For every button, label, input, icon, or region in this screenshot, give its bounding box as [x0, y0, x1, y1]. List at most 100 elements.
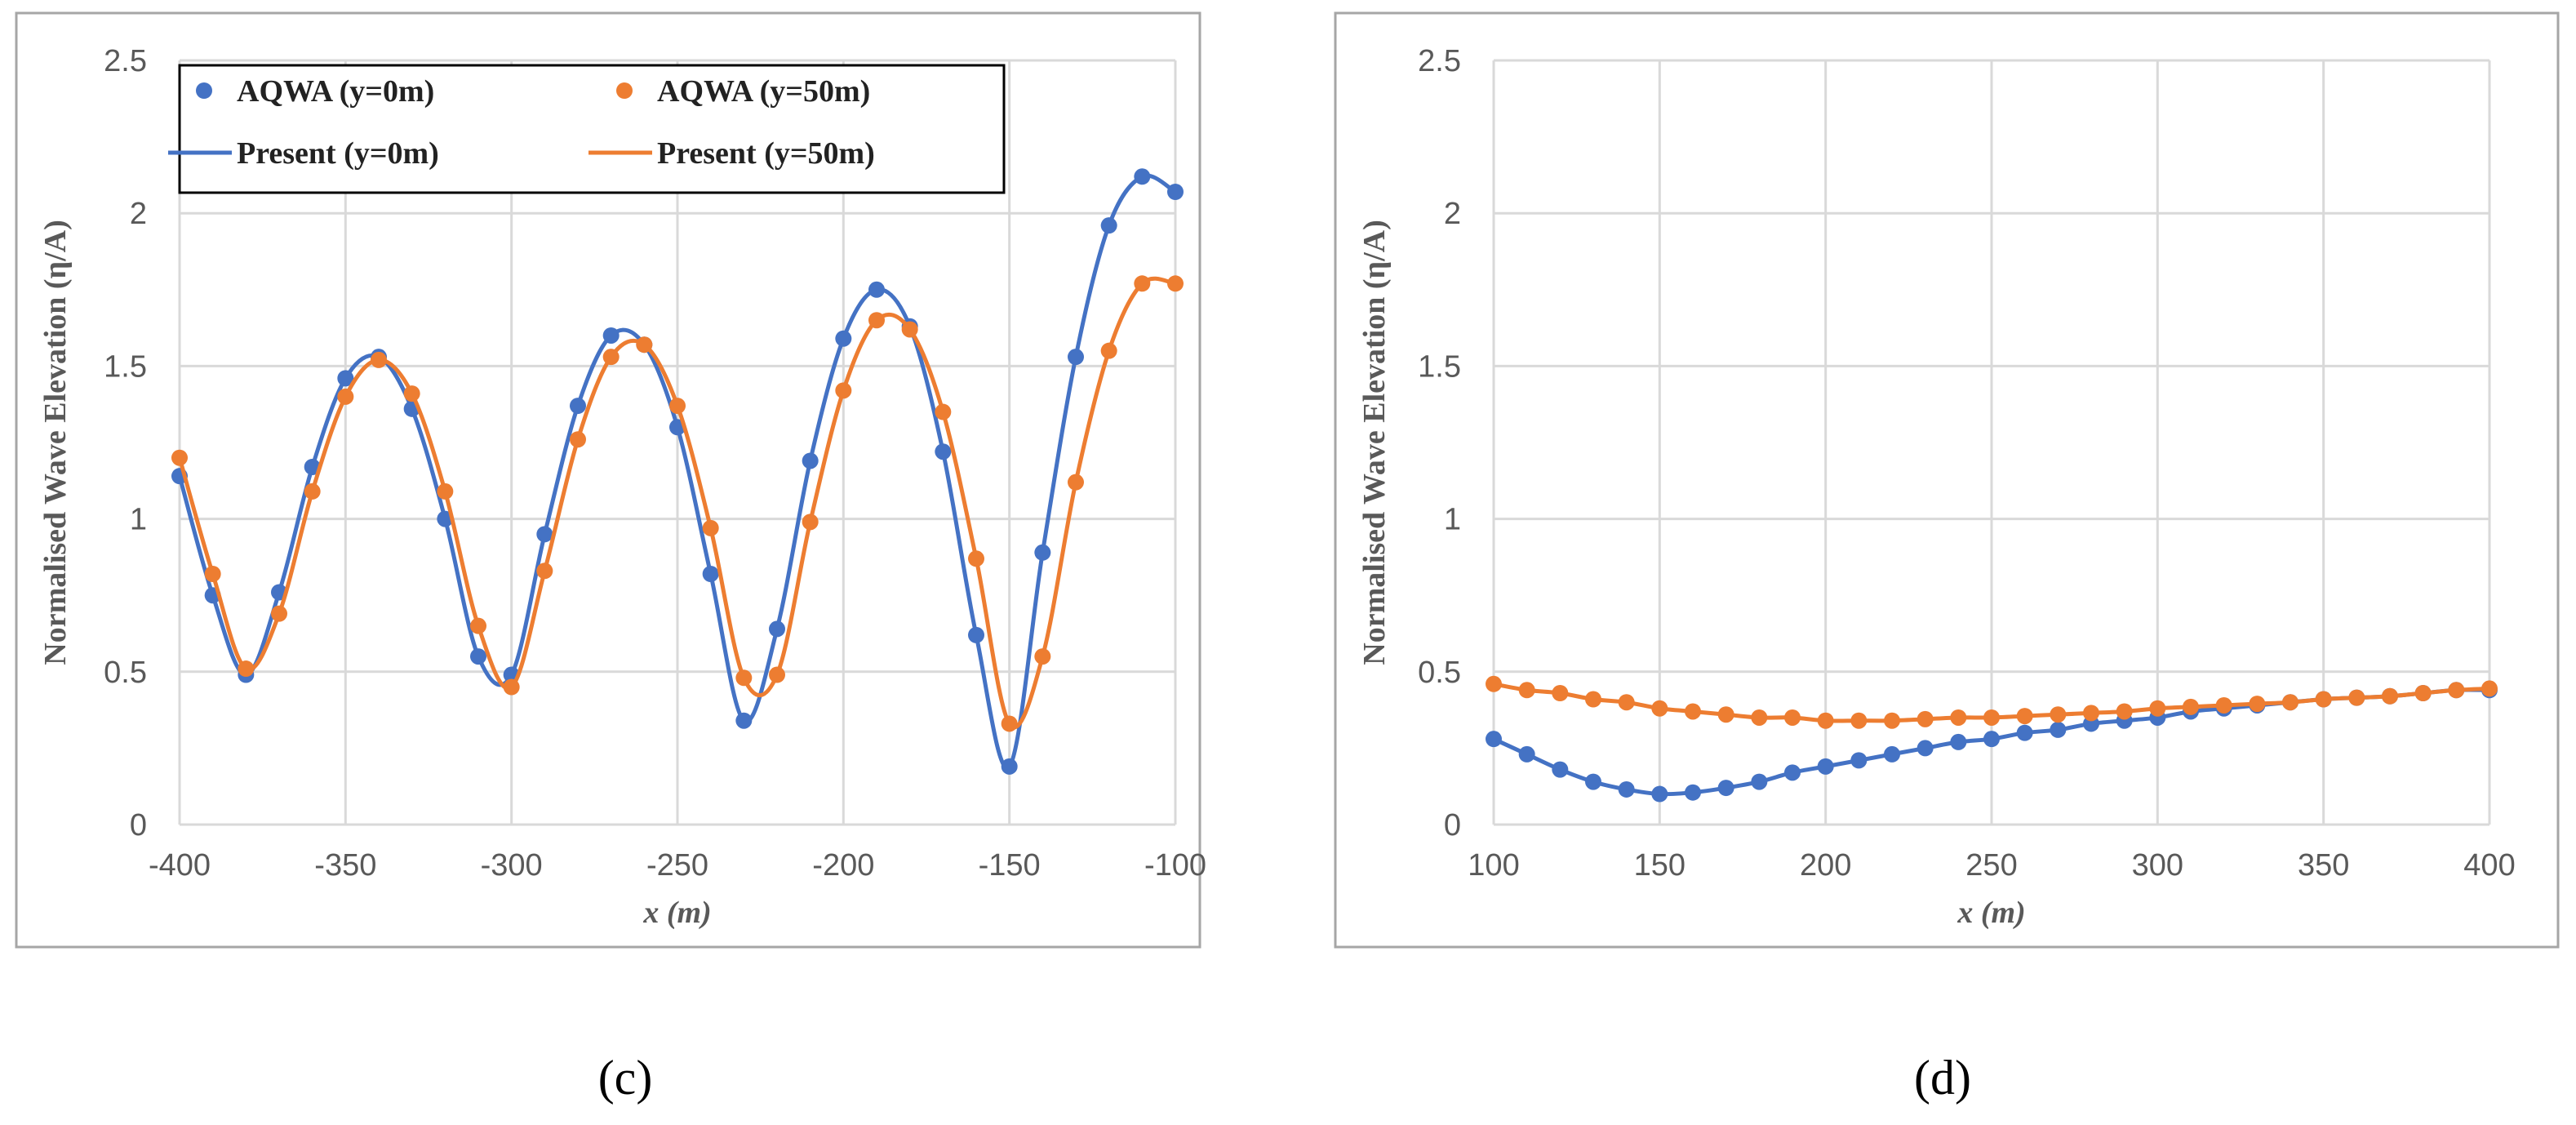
aqwa-point-orange	[2348, 689, 2365, 706]
aqwa-point-orange	[802, 514, 819, 531]
x-axis-label: x (m)	[1956, 896, 2025, 930]
aqwa-point-blue	[1068, 349, 1084, 366]
aqwa-point-orange	[2116, 703, 2133, 720]
legend-marker-blue	[196, 82, 212, 99]
aqwa-point-blue	[1034, 544, 1051, 561]
aqwa-point-blue	[1685, 784, 1701, 801]
legend-label: Present (y=0m)	[237, 136, 439, 171]
y-tick-label: 0.5	[1418, 656, 1461, 690]
aqwa-point-orange	[1850, 712, 1868, 729]
x-axis-label: x (m)	[642, 896, 711, 930]
aqwa-point-blue	[337, 370, 354, 387]
aqwa-point-orange	[1685, 703, 1701, 720]
aqwa-point-orange	[968, 550, 984, 567]
aqwa-point-orange	[2249, 696, 2266, 713]
aqwa-point-orange	[371, 351, 387, 368]
aqwa-point-blue	[1167, 183, 1184, 200]
aqwa-point-blue	[1618, 780, 1635, 798]
aqwa-point-orange	[2382, 687, 2398, 705]
chart-frame	[1334, 11, 2560, 949]
aqwa-point-orange	[602, 349, 620, 366]
chart-d: 100 150 200 250 300 350 400 0 0.5 1 1.5 2 2.5 x (m) No…	[1334, 11, 2560, 949]
aqwa-point-orange	[1817, 712, 1834, 729]
aqwa-point-blue	[1751, 773, 1768, 790]
x-tick-label: 200	[1800, 848, 1851, 883]
aqwa-point-blue	[1100, 217, 1117, 234]
aqwa-point-orange	[2083, 705, 2099, 722]
aqwa-point-orange	[769, 666, 785, 683]
aqwa-point-blue	[536, 526, 553, 543]
aqwa-point-blue	[702, 565, 719, 582]
x-tick-label: -150	[979, 848, 1041, 883]
y-axis-label: Normalised Wave Elevation (η/A)	[38, 220, 73, 665]
y-tick-label: 0	[130, 808, 147, 843]
aqwa-point-blue	[1552, 761, 1569, 778]
legend-label: AQWA (y=0m)	[237, 74, 434, 109]
aqwa-point-orange	[1618, 694, 1635, 711]
aqwa-point-orange	[1950, 709, 1967, 726]
aqwa-point-blue	[1916, 740, 1934, 757]
aqwa-point-orange	[403, 385, 420, 402]
aqwa-point-orange	[337, 388, 354, 405]
aqwa-point-blue	[968, 626, 984, 643]
y-axis-label: Normalised Wave Elevation (η/A)	[1357, 220, 1392, 665]
aqwa-point-blue	[2050, 721, 2067, 738]
aqwa-point-orange	[204, 565, 221, 582]
aqwa-point-blue	[1585, 773, 1601, 790]
x-tick-label: 150	[1634, 848, 1686, 883]
aqwa-point-orange	[669, 398, 686, 415]
aqwa-point-orange	[636, 336, 653, 354]
aqwa-point-orange	[1167, 275, 1184, 292]
legend-label: AQWA (y=50m)	[657, 74, 870, 109]
aqwa-point-orange	[2448, 682, 2465, 699]
aqwa-point-blue	[735, 712, 753, 729]
aqwa-point-blue	[1983, 731, 2000, 748]
aqwa-point-orange	[1651, 700, 1668, 717]
aqwa-point-blue	[1950, 733, 1967, 750]
aqwa-point-orange	[1068, 474, 1084, 491]
aqwa-point-orange	[2481, 680, 2498, 697]
x-tick-label: -100	[1144, 848, 1206, 883]
aqwa-point-orange	[2149, 700, 2166, 717]
aqwa-point-orange	[1916, 710, 1934, 727]
aqwa-point-blue	[769, 620, 785, 638]
aqwa-point-orange	[1751, 709, 1768, 726]
aqwa-point-orange	[935, 403, 952, 420]
aqwa-point-blue	[1001, 758, 1018, 775]
aqwa-point-orange	[1784, 709, 1801, 726]
aqwa-point-orange	[1717, 706, 1734, 723]
x-tick-label: -250	[646, 848, 708, 883]
aqwa-point-orange	[735, 669, 753, 687]
aqwa-point-orange	[171, 449, 188, 466]
aqwa-point-orange	[1100, 342, 1117, 359]
y-tick-label: 2	[1444, 197, 1461, 231]
x-tick-label: 100	[1468, 848, 1519, 883]
x-tick-label: 300	[2132, 848, 2183, 883]
aqwa-point-blue	[1850, 752, 1868, 769]
aqwa-point-orange	[2050, 706, 2067, 723]
aqwa-point-orange	[868, 312, 885, 329]
legend: AQWA (y=0m) AQWA (y=50m) Present (y=0m) Pre…	[168, 64, 1006, 194]
aqwa-point-orange	[1585, 691, 1601, 708]
aqwa-point-blue	[868, 281, 885, 298]
aqwa-point-orange	[238, 660, 255, 678]
x-tick-label: 250	[1965, 848, 2017, 883]
y-tick-label: 2.5	[1418, 44, 1461, 78]
aqwa-point-orange	[1001, 715, 1018, 732]
legend-marker-orange	[616, 82, 633, 99]
x-tick-label: -200	[812, 848, 874, 883]
aqwa-point-blue	[1717, 780, 1734, 797]
aqwa-point-orange	[2183, 698, 2199, 715]
x-tick-label: -350	[314, 848, 376, 883]
aqwa-point-blue	[570, 398, 586, 415]
panel-caption: (d)	[1914, 1051, 1971, 1105]
y-tick-label: 0	[1444, 808, 1461, 843]
aqwa-point-orange	[1034, 648, 1051, 665]
aqwa-point-blue	[470, 648, 486, 665]
aqwa-point-orange	[1884, 712, 1900, 729]
y-tick-label: 1	[1444, 503, 1461, 537]
aqwa-point-orange	[702, 519, 719, 536]
aqwa-point-blue	[304, 458, 321, 475]
aqwa-point-orange	[901, 321, 918, 338]
aqwa-point-blue	[2016, 724, 2033, 741]
